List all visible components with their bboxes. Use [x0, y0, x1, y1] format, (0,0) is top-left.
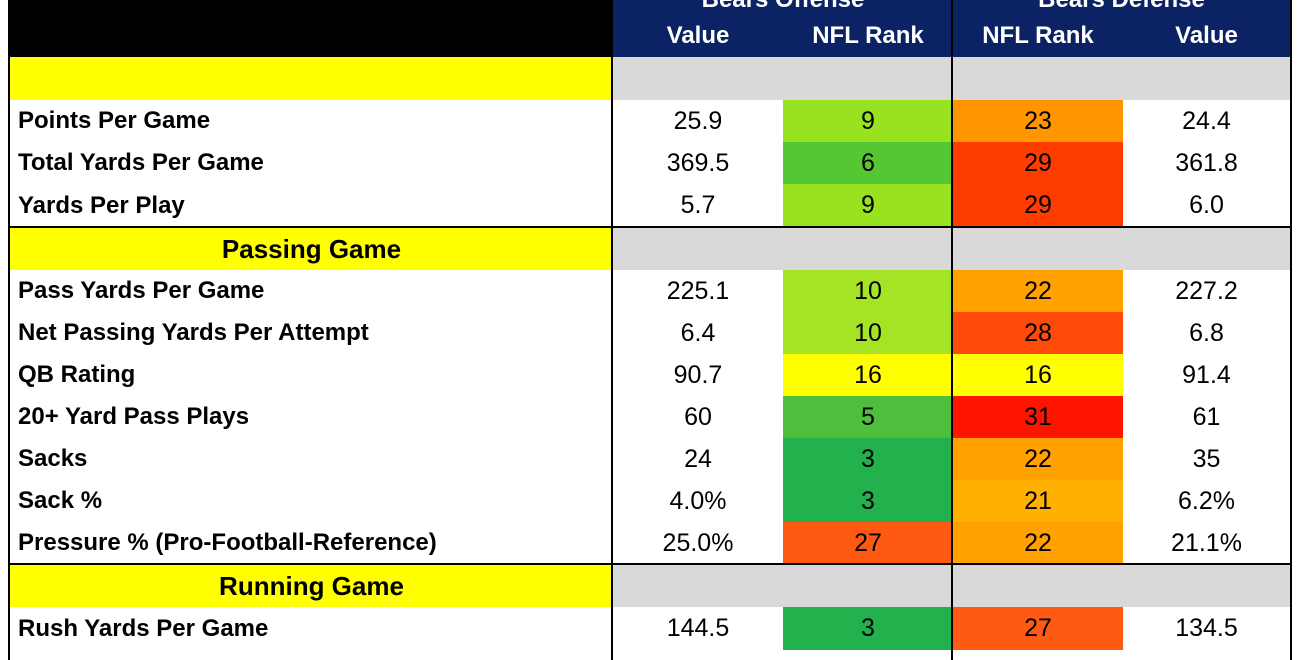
offense-value: 144.5	[666, 614, 730, 642]
table-row: Total Yards Per Game 369.5 6 29 361.8	[10, 142, 1290, 184]
offense-value: 225.1	[666, 276, 730, 305]
row-label: Sack %	[18, 487, 103, 514]
section-row-running: Running Game	[10, 565, 1290, 607]
defense-value: 24.4	[1182, 106, 1231, 135]
defense-rank: 29	[953, 142, 1123, 184]
defense-rank: 23	[953, 100, 1123, 142]
col-header-defense-value: Value	[1123, 0, 1290, 57]
defense-value: 6.0	[1189, 191, 1224, 219]
section-label-running: Running Game	[10, 565, 613, 607]
group-header-defense: Bears Defense	[953, 0, 1290, 14]
row-label: Yards Per Play	[18, 191, 185, 219]
row-label: Total Yards Per Game	[18, 149, 264, 176]
offense-rank: 10	[783, 270, 953, 312]
table-row: Sack % 4.0% 3 21 6.2%	[10, 480, 1290, 522]
offense-rank: 9	[783, 100, 953, 142]
col-header-offense-rank: NFL Rank	[783, 0, 953, 57]
defense-value: 91.4	[1182, 360, 1231, 389]
table-row: Pressure % (Pro-Football-Reference) 25.0…	[10, 522, 1290, 564]
defense-value: 361.8	[1175, 148, 1238, 177]
offense-rank: 3	[783, 480, 953, 522]
row-label: Pressure % (Pro-Football-Reference)	[18, 529, 437, 556]
row-label: QB Rating	[18, 361, 136, 388]
offense-rank: 6	[783, 142, 953, 184]
section-label-blank	[10, 57, 613, 100]
row-label: Pass Yards Per Game	[18, 277, 265, 304]
table-row: Points Per Game 25.9 9 23 24.4	[10, 100, 1290, 142]
table-row: Pass Yards Per Game 225.1 10 22 227.2	[10, 270, 1290, 312]
offense-value: 5.7	[680, 191, 716, 219]
defense-value: 227.2	[1175, 276, 1238, 305]
defense-rank: 22	[953, 438, 1123, 480]
col-header-defense-rank: NFL Rank	[953, 0, 1123, 57]
table-row: 20+ Yard Pass Plays 60 5 31 61	[10, 396, 1290, 438]
label-column-divider	[611, 0, 613, 660]
header-row: Value NFL Rank NFL Rank Value	[10, 0, 1290, 57]
offense-rank: 3	[783, 607, 953, 650]
offense-value: 25.9	[673, 106, 723, 135]
defense-value: 61	[1192, 402, 1221, 431]
offense-value: 90.7	[673, 360, 723, 389]
offense-rank: 10	[783, 312, 953, 354]
col-header-offense-value: Value	[613, 0, 783, 57]
table-row: Net Passing Yards Per Attempt 6.4 10 28 …	[10, 312, 1290, 354]
section-divider	[10, 226, 1290, 228]
defense-value: 134.5	[1175, 614, 1238, 642]
row-label: Sacks	[18, 445, 88, 472]
row-label: 20+ Yard Pass Plays	[18, 403, 250, 430]
offense-defense-divider	[951, 0, 953, 660]
offense-rank: 16	[783, 354, 953, 396]
table-row: QB Rating 90.7 16 16 91.4	[10, 354, 1290, 396]
offense-value: 60	[684, 402, 712, 431]
section-row-blank	[10, 57, 1290, 100]
defense-rank: 21	[953, 480, 1123, 522]
table-row: Sacks 24 3 22 35	[10, 438, 1290, 480]
section-divider	[10, 563, 1290, 565]
defense-rank: 22	[953, 270, 1123, 312]
offense-value: 6.4	[680, 318, 716, 347]
defense-value: 6.2%	[1178, 486, 1235, 515]
offense-value: 24	[684, 444, 712, 473]
defense-rank: 27	[953, 607, 1123, 650]
group-header-offense: Bears Offense	[613, 0, 953, 14]
row-label: Points Per Game	[18, 107, 211, 134]
offense-rank: 3	[783, 438, 953, 480]
defense-rank: 22	[953, 522, 1123, 564]
offense-value: 369.5	[666, 148, 730, 177]
offense-value: 4.0%	[669, 486, 727, 515]
section-row-passing: Passing Game	[10, 228, 1290, 270]
row-label: Rush Yards Per Game	[18, 614, 269, 642]
defense-rank: 29	[953, 184, 1123, 227]
row-label: Net Passing Yards Per Attempt	[18, 319, 369, 346]
defense-value: 6.8	[1189, 318, 1224, 347]
offense-rank: 27	[783, 522, 953, 564]
defense-rank: 16	[953, 354, 1123, 396]
offense-value: 25.0%	[662, 528, 734, 557]
offense-rank: 5	[783, 396, 953, 438]
defense-value: 35	[1192, 444, 1221, 473]
defense-rank: 31	[953, 396, 1123, 438]
header-blank	[10, 0, 613, 57]
offense-rank: 9	[783, 184, 953, 227]
table-row: Yards Per Play 5.7 9 29 6.0	[10, 184, 1290, 227]
defense-rank: 28	[953, 312, 1123, 354]
stats-table: Value NFL Rank NFL Rank Value Bears Offe…	[8, 0, 1292, 660]
section-label-passing: Passing Game	[10, 228, 613, 270]
defense-value: 21.1%	[1171, 528, 1242, 557]
table-row: Rush Yards Per Game 144.5 3 27 134.5	[10, 607, 1290, 650]
